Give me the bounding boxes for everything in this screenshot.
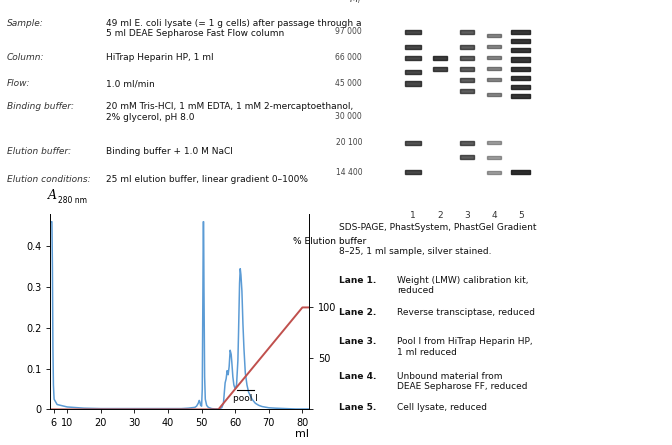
Text: 30 000: 30 000: [335, 112, 362, 121]
Bar: [487, 78, 501, 81]
Text: 8–25, 1 ml sample, silver stained.: 8–25, 1 ml sample, silver stained.: [339, 247, 492, 256]
Text: 14 400: 14 400: [335, 168, 362, 177]
Bar: [405, 56, 421, 60]
Bar: [460, 30, 474, 34]
Text: A: A: [48, 189, 57, 202]
Bar: [405, 81, 421, 85]
Bar: [460, 141, 474, 145]
Bar: [460, 78, 474, 82]
Bar: [433, 56, 447, 60]
Text: 25 ml elution buffer, linear gradient 0–100%: 25 ml elution buffer, linear gradient 0–…: [106, 175, 308, 184]
Bar: [460, 44, 474, 49]
Text: 4: 4: [491, 211, 497, 220]
Text: Lane 2.: Lane 2.: [339, 308, 376, 317]
Bar: [511, 30, 530, 34]
Text: SDS-PAGE, PhastSystem, PhastGel Gradient: SDS-PAGE, PhastSystem, PhastGel Gradient: [339, 222, 537, 231]
Bar: [511, 94, 530, 98]
Text: Cell lysate, reduced: Cell lysate, reduced: [397, 403, 487, 412]
Bar: [405, 141, 421, 145]
Text: Weight (LMW) calibration kit,
reduced: Weight (LMW) calibration kit, reduced: [397, 276, 528, 295]
Text: Lane 3.: Lane 3.: [339, 337, 376, 346]
Bar: [511, 57, 530, 61]
Bar: [405, 44, 421, 49]
Text: 20 mM Tris-HCl, 1 mM EDTA, 1 mM 2-mercaptoethanol,
2% glycerol, pH 8.0: 20 mM Tris-HCl, 1 mM EDTA, 1 mM 2-mercap…: [106, 102, 353, 122]
Text: % Elution buffer: % Elution buffer: [293, 237, 366, 246]
Text: ml: ml: [295, 429, 309, 439]
Text: 5: 5: [518, 211, 523, 220]
Bar: [405, 70, 421, 74]
Text: pool I: pool I: [233, 394, 258, 403]
Text: 2: 2: [437, 211, 443, 220]
Bar: [511, 48, 530, 53]
Bar: [487, 93, 501, 96]
Text: Reverse transciptase, reduced: Reverse transciptase, reduced: [397, 308, 535, 317]
Text: Pool I from HiTrap Heparin HP,
1 ml reduced: Pool I from HiTrap Heparin HP, 1 ml redu…: [397, 337, 533, 356]
Bar: [511, 67, 530, 71]
Bar: [487, 171, 501, 174]
Text: 45 000: 45 000: [335, 79, 362, 88]
Bar: [511, 39, 530, 43]
Text: M$_r$: M$_r$: [349, 0, 362, 6]
Text: 66 000: 66 000: [335, 53, 362, 62]
Text: 97 000: 97 000: [335, 27, 362, 36]
Bar: [487, 67, 501, 70]
Bar: [405, 30, 421, 34]
Text: Elution conditions:: Elution conditions:: [7, 175, 90, 184]
Text: Elution buffer:: Elution buffer:: [7, 147, 71, 156]
Text: Sample:: Sample:: [7, 19, 44, 28]
Bar: [460, 155, 474, 159]
Text: Flow:: Flow:: [7, 79, 30, 88]
Bar: [405, 170, 421, 174]
Bar: [487, 156, 501, 159]
Text: Binding buffer + 1.0 M NaCl: Binding buffer + 1.0 M NaCl: [106, 147, 233, 156]
Bar: [487, 141, 501, 144]
Text: HiTrap Heparin HP, 1 ml: HiTrap Heparin HP, 1 ml: [106, 53, 214, 61]
Text: 280 nm: 280 nm: [58, 196, 87, 205]
Text: 1.0 ml/min: 1.0 ml/min: [106, 79, 155, 88]
Bar: [433, 67, 447, 71]
Text: Lane 5.: Lane 5.: [339, 403, 376, 412]
Text: 1: 1: [411, 211, 416, 220]
Text: Lane 1.: Lane 1.: [339, 276, 376, 285]
Bar: [487, 56, 501, 59]
Text: 20 100: 20 100: [336, 138, 362, 147]
Bar: [487, 34, 501, 37]
Bar: [511, 170, 530, 174]
Bar: [460, 67, 474, 71]
Bar: [511, 85, 530, 89]
Text: 49 ml E. coli lysate (= 1 g cells) after passage through a
5 ml DEAE Sepharose F: 49 ml E. coli lysate (= 1 g cells) after…: [106, 19, 362, 38]
Text: 3: 3: [464, 211, 470, 220]
Text: Binding buffer:: Binding buffer:: [7, 102, 74, 111]
Text: Unbound material from
DEAE Sepharose FF, reduced: Unbound material from DEAE Sepharose FF,…: [397, 372, 528, 391]
Bar: [511, 76, 530, 80]
Bar: [460, 56, 474, 60]
Text: Lane 4.: Lane 4.: [339, 372, 377, 381]
Bar: [460, 89, 474, 93]
Bar: [487, 45, 501, 48]
Text: Column:: Column:: [7, 53, 44, 61]
